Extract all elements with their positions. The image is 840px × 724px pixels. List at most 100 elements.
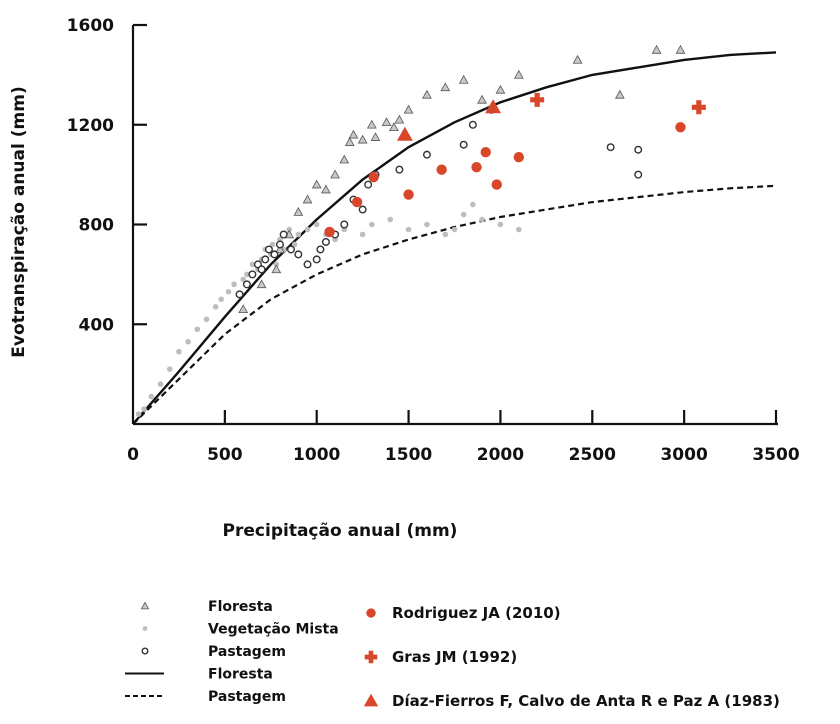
point-light-dot [244, 271, 250, 278]
point-light-dot [203, 316, 210, 323]
point-cross [530, 92, 545, 107]
point-small-triangle [651, 44, 662, 54]
point-light-dot [249, 261, 256, 268]
x-tick-label: 1500 [385, 445, 432, 465]
point-small-triangle [256, 279, 267, 289]
point-small-triangle [330, 169, 340, 179]
x-tick-label: 500 [207, 445, 243, 465]
point-light-dot [212, 303, 219, 310]
point-open-circle [264, 245, 273, 254]
point-open-circle [303, 260, 312, 269]
point-light-dot [194, 326, 201, 333]
point-small-triangle [422, 89, 432, 99]
point-light-dot [369, 221, 375, 228]
point-small-triangle [311, 179, 322, 189]
point-light-dot [304, 226, 311, 233]
point-open-circle [275, 240, 284, 249]
legend-label: Vegetação Mista [208, 622, 339, 638]
point-filled-circle [351, 196, 363, 208]
y-axis-title: Evotranspiração anual (mm) [9, 86, 29, 357]
point-small-triangle [344, 137, 355, 146]
point-light-dot [231, 281, 237, 288]
x-tick-label: 3500 [752, 445, 799, 465]
x-tick-label: 2000 [477, 445, 524, 465]
x-tick-label: 3000 [660, 445, 707, 465]
y-tick-label: 400 [79, 315, 115, 335]
y-tick-label: 800 [79, 216, 115, 236]
legend-label: Pastagem [208, 644, 286, 660]
point-small-triangle [513, 69, 524, 79]
x-tick-label: 0 [127, 445, 139, 465]
point-light-dot [470, 201, 476, 208]
legend-label: Floresta [208, 667, 273, 683]
point-small-triangle [339, 154, 350, 164]
point-filled-triangle [396, 126, 413, 141]
point-open-circle [312, 255, 321, 264]
point-small-triangle [675, 44, 686, 54]
legend-swatch-light-dot [142, 626, 148, 631]
axes [131, 23, 778, 426]
legend-label: Floresta [208, 599, 273, 615]
pastagem-curve [132, 184, 777, 425]
point-open-circle [257, 265, 266, 274]
legend-swatch-open-circle [141, 647, 149, 655]
point-small-triangle [440, 82, 451, 92]
point-light-dot [359, 231, 366, 238]
x-axis-title: Precipitação anual (mm) [223, 521, 458, 541]
point-small-triangle [614, 89, 625, 99]
point-small-triangle [275, 244, 285, 254]
point-light-dot [451, 226, 458, 233]
point-small-triangle [495, 84, 506, 94]
point-small-triangle [302, 194, 313, 204]
point-filled-circle [480, 146, 491, 158]
legend-label: Gras JM (1992) [392, 648, 517, 666]
floresta-curve [132, 51, 777, 425]
point-filled-circle [403, 189, 414, 200]
point-small-triangle [458, 74, 469, 84]
point-small-triangle [238, 304, 249, 314]
point-light-dot [240, 276, 247, 283]
x-tick-label: 2500 [569, 445, 616, 465]
point-light-dot [218, 296, 224, 303]
point-open-circle [395, 165, 404, 174]
point-small-triangle [370, 132, 381, 141]
point-filled-circle [491, 179, 502, 190]
point-light-dot [460, 211, 467, 218]
point-light-dot [295, 231, 302, 238]
point-filled-circle [368, 171, 379, 183]
point-open-circle [459, 140, 468, 149]
point-light-dot [185, 338, 191, 345]
point-small-triangle [388, 122, 399, 132]
point-small-triangle [366, 119, 377, 129]
point-light-dot [166, 366, 173, 372]
y-tick-label: 1600 [67, 16, 114, 36]
point-light-dot [148, 393, 155, 400]
data-points [135, 44, 706, 417]
point-light-dot [387, 216, 394, 223]
point-filled-circle [675, 122, 686, 133]
point-light-dot [291, 241, 298, 248]
point-light-dot [269, 241, 276, 248]
point-open-circle [606, 143, 615, 152]
point-open-circle [286, 245, 295, 254]
legend-label: Pastagem [208, 689, 286, 705]
point-light-dot [442, 231, 449, 238]
point-small-triangle [348, 129, 359, 139]
point-light-dot [516, 226, 522, 233]
point-light-dot [141, 406, 147, 412]
point-small-triangle [572, 54, 583, 64]
legend-swatch-cross [364, 650, 378, 664]
point-cross [691, 100, 706, 115]
point-light-dot [405, 226, 412, 233]
point-small-triangle [293, 207, 304, 216]
fit-curves [132, 51, 777, 425]
tick-labels: 0 500 1000 1500 2000 2500 3000 3500 400 800 1200 16… [67, 16, 800, 465]
point-open-circle [294, 250, 303, 259]
point-light-dot [424, 221, 430, 228]
point-open-circle [634, 145, 643, 154]
point-small-triangle [271, 264, 282, 274]
legend-swatch-small-triangle [140, 601, 150, 610]
point-light-dot [157, 381, 164, 387]
point-filled-circle [513, 151, 524, 163]
point-light-dot [497, 221, 504, 228]
